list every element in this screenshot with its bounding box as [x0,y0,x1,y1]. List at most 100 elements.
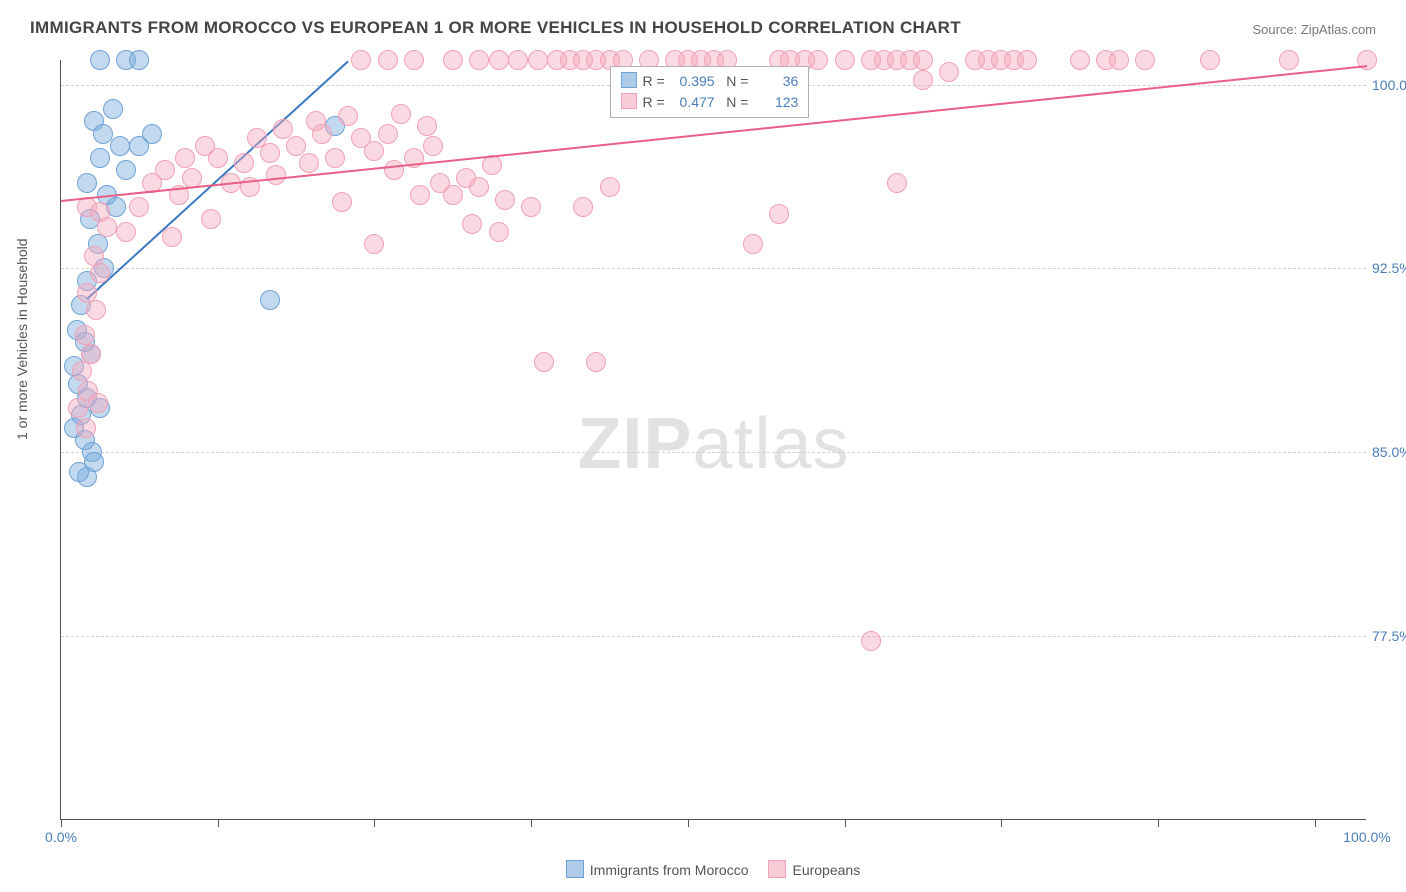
data-point [443,50,463,70]
legend-swatch [566,860,584,878]
data-point [234,153,254,173]
gridline [61,268,1366,269]
data-point [69,462,89,482]
gridline [61,636,1366,637]
data-point [410,185,430,205]
data-point [325,148,345,168]
data-point [86,300,106,320]
data-point [1135,50,1155,70]
x-tick [1001,819,1002,827]
bottom-legend: Immigrants from Morocco Europeans [0,860,1406,878]
x-tick [845,819,846,827]
data-point [116,222,136,242]
legend-label: Europeans [792,862,860,878]
x-tick [1315,819,1316,827]
data-point [260,143,280,163]
data-point [1017,50,1037,70]
data-point [286,136,306,156]
data-point [162,227,182,247]
data-point [384,160,404,180]
data-point [404,50,424,70]
y-tick-label: 77.5% [1372,628,1406,644]
data-point [600,177,620,197]
data-point [77,173,97,193]
data-point [142,124,162,144]
scatter-plot: ZIPatlas 100.0%92.5%85.0%77.5%0.0%100.0%… [60,60,1366,820]
data-point [378,124,398,144]
x-tick [61,819,62,827]
gridline [61,452,1366,453]
x-tick [374,819,375,827]
data-point [462,214,482,234]
source-label: Source: ZipAtlas.com [1252,22,1376,37]
data-point [378,50,398,70]
data-point [364,234,384,254]
data-point [1200,50,1220,70]
data-point [1070,50,1090,70]
data-point [913,70,933,90]
data-point [299,153,319,173]
data-point [743,234,763,254]
data-point [534,352,554,372]
data-point [417,116,437,136]
data-point [175,148,195,168]
data-point [835,50,855,70]
data-point [482,155,502,175]
y-tick-label: 85.0% [1372,444,1406,460]
data-point [110,136,130,156]
data-point [97,217,117,237]
data-point [495,190,515,210]
data-point [489,50,509,70]
data-point [808,50,828,70]
x-tick-label: 0.0% [45,829,77,845]
data-point [260,290,280,310]
x-tick [1158,819,1159,827]
data-point [364,141,384,161]
data-point [129,50,149,70]
data-point [90,50,110,70]
data-point [1109,50,1129,70]
data-point [129,197,149,217]
y-tick-label: 92.5% [1372,260,1406,276]
data-point [769,204,789,224]
data-point [423,136,443,156]
data-point [338,106,358,126]
data-point [182,168,202,188]
data-point [90,263,110,283]
data-point [1279,50,1299,70]
data-point [508,50,528,70]
x-tick [688,819,689,827]
y-axis-label: 1 or more Vehicles in Household [14,238,30,440]
data-point [887,173,907,193]
stats-legend: R = 0.395 N = 36R = 0.477 N = 123 [610,66,810,118]
data-point [76,418,96,438]
data-point [489,222,509,242]
stats-row: R = 0.395 N = 36 [621,71,799,92]
data-point [75,325,95,345]
data-point [273,119,293,139]
data-point [312,124,332,144]
data-point [155,160,175,180]
data-point [116,160,136,180]
data-point [103,99,123,119]
data-point [90,148,110,168]
stats-row: R = 0.477 N = 123 [621,92,799,113]
legend-swatch [621,72,637,88]
data-point [391,104,411,124]
data-point [469,50,489,70]
x-tick-label: 100.0% [1343,829,1390,845]
data-point [266,165,286,185]
data-point [586,352,606,372]
data-point [913,50,933,70]
legend-swatch [768,860,786,878]
data-point [332,192,352,212]
legend-swatch [621,93,637,109]
data-point [72,361,92,381]
data-point [443,185,463,205]
data-point [939,62,959,82]
x-tick [531,819,532,827]
legend-label: Immigrants from Morocco [590,862,749,878]
watermark: ZIPatlas [577,403,849,485]
data-point [88,393,108,413]
chart-title: IMMIGRANTS FROM MOROCCO VS EUROPEAN 1 OR… [30,18,961,38]
